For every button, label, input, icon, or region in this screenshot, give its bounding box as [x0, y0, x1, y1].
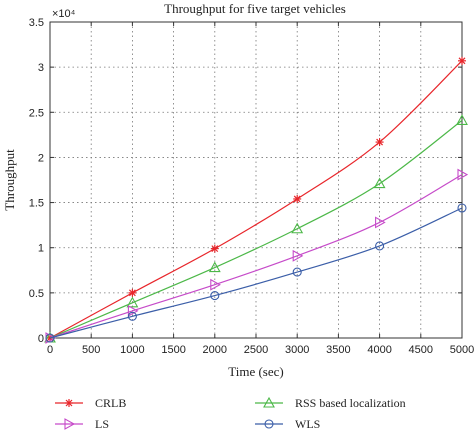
data-point — [210, 291, 220, 301]
legend-marker — [64, 418, 76, 430]
x-axis: 0 500 1000 1500 2000 2500 3000 3500 4000 4500 5000 — [47, 22, 474, 356]
series-line — [49, 207, 463, 339]
x-tick-label: 4500 — [409, 344, 433, 356]
legend-item: WLS — [255, 417, 320, 431]
data-point — [375, 216, 386, 229]
y-axis-label: Throughput — [2, 149, 17, 211]
y-axis: 0 0.5 1 1.5 2 2.5 3 3.5 — [29, 17, 462, 345]
chart-title: Throughput for five target vehicles — [164, 1, 346, 16]
y-tick-label: 2 — [38, 152, 44, 164]
y-scale-label: ×10⁴ — [52, 8, 76, 20]
data-point — [128, 288, 137, 297]
data-point — [456, 114, 468, 125]
x-tick-label: 3000 — [285, 344, 309, 356]
y-tick-label: 0 — [38, 333, 44, 345]
series-2 — [45, 168, 469, 344]
data-point — [292, 267, 302, 277]
data-point — [208, 261, 221, 273]
y-tick-label: 0.5 — [29, 288, 44, 300]
x-tick-label: 3500 — [326, 344, 350, 356]
x-tick-label: 2500 — [244, 344, 268, 356]
x-tick-label: 5000 — [450, 344, 474, 356]
data-point — [457, 203, 467, 213]
data-point — [375, 241, 385, 251]
series-line — [49, 174, 463, 339]
legend: CRLB RSS based localization LS WLS — [55, 396, 406, 431]
x-tick-label: 1000 — [120, 344, 144, 356]
x-tick-label: 2000 — [203, 344, 227, 356]
data-point — [457, 168, 469, 181]
y-tick-label: 1 — [38, 243, 44, 255]
series-line — [49, 119, 463, 339]
x-tick-label: 4000 — [367, 344, 391, 356]
legend-label: LS — [95, 417, 109, 431]
data-point — [126, 296, 139, 308]
data-point — [291, 222, 304, 234]
y-tick-label: 2.5 — [29, 107, 44, 119]
legend-label: RSS based localization — [295, 396, 406, 410]
y-tick-label: 3.5 — [29, 17, 44, 29]
legend-marker — [65, 399, 73, 407]
legend-item: RSS based localization — [255, 396, 406, 410]
legend-label: WLS — [295, 417, 320, 431]
data-point — [127, 304, 139, 317]
legend-item: LS — [55, 417, 109, 431]
legend-marker — [264, 419, 274, 429]
y-tick-label: 3 — [38, 62, 44, 74]
x-tick-label: 500 — [82, 344, 100, 356]
data-point — [210, 244, 219, 253]
data-point — [45, 333, 55, 343]
x-tick-label: 0 — [47, 344, 53, 356]
grid-lines — [50, 22, 462, 338]
x-axis-label: Time (sec) — [228, 364, 284, 379]
data-point — [373, 177, 386, 189]
series-3 — [45, 203, 467, 343]
data-point — [127, 311, 137, 321]
legend-label: CRLB — [95, 396, 126, 410]
data-point — [210, 278, 221, 291]
series-layer — [44, 56, 469, 344]
x-tick-label: 1500 — [161, 344, 185, 356]
y-tick-label: 1.5 — [29, 198, 44, 210]
legend-item: CRLB — [55, 396, 126, 410]
series-line — [49, 60, 463, 339]
legend-marker — [263, 396, 275, 408]
data-point — [458, 56, 466, 65]
data-point — [292, 249, 304, 262]
data-point — [375, 138, 384, 147]
data-point — [293, 194, 302, 203]
